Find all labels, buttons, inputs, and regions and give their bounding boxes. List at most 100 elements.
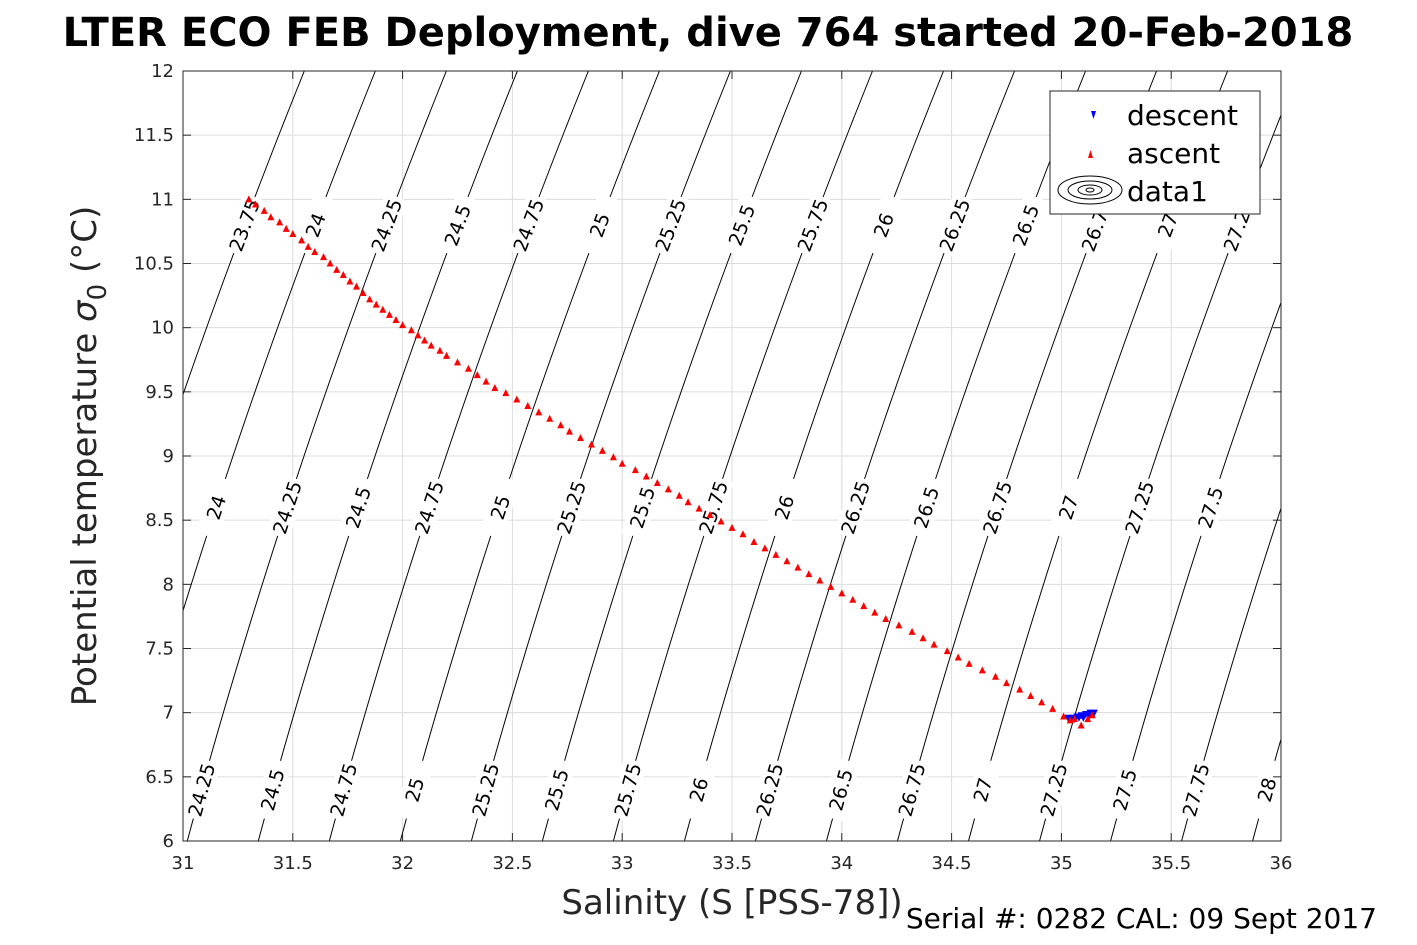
y-tick-label: 11 — [151, 189, 174, 210]
ascent-marker — [392, 315, 400, 323]
contour-label-bg — [891, 757, 932, 822]
ascent-marker — [1016, 685, 1024, 693]
contour-label-bg — [1105, 757, 1145, 822]
ascent-marker — [513, 395, 521, 403]
ascent-marker — [1027, 691, 1035, 699]
ascent-marker — [298, 236, 306, 244]
contour-label-bg — [479, 475, 521, 540]
legend-data1-contour-icon — [1057, 175, 1123, 205]
ascent-marker — [598, 446, 606, 454]
ascent-marker — [653, 478, 661, 486]
ascent-marker — [407, 326, 415, 334]
ascent-marker — [783, 557, 791, 565]
y-tick-label: 12 — [151, 61, 174, 82]
y-tick-label: 7.5 — [145, 639, 174, 660]
descent-marker — [1090, 709, 1098, 717]
x-tick-label: 33 — [611, 853, 634, 874]
ascent-marker — [618, 459, 626, 467]
ascent-marker — [871, 608, 879, 616]
y-tick-label: 11.5 — [134, 125, 174, 146]
contour-label-bg — [577, 192, 622, 258]
legend-data1-label: data1 — [1127, 175, 1208, 208]
legend-descent-label: descent — [1127, 99, 1238, 132]
x-tick-label: 35 — [1050, 853, 1073, 874]
ascent-marker — [728, 523, 736, 531]
contour-label-bg — [465, 757, 506, 822]
ascent-marker — [366, 295, 374, 303]
ascent-marker — [304, 242, 312, 250]
ascent-marker — [631, 466, 639, 474]
ascent-marker — [436, 346, 444, 354]
ascent-marker — [464, 364, 472, 372]
ascent-marker — [695, 504, 703, 512]
x-tick-label: 31 — [172, 853, 195, 874]
ascent-marker — [245, 195, 253, 203]
y-axis-label-unit: (°C) — [65, 206, 105, 284]
contour-label-bg — [763, 475, 805, 540]
x-axis-label: Salinity (S [PSS-78]) — [561, 883, 902, 923]
ascent-marker — [524, 401, 532, 409]
ascent-marker — [421, 336, 429, 344]
ascent-marker — [473, 371, 481, 379]
ascent-marker — [930, 640, 938, 648]
ascent-marker — [320, 253, 328, 261]
contour-label-bg — [364, 192, 409, 258]
x-tick-label: 34.5 — [932, 853, 972, 874]
ascent-marker — [491, 383, 499, 391]
ascent-marker — [454, 358, 461, 366]
ascent-marker — [609, 453, 617, 461]
contour-label-bg — [195, 475, 237, 540]
ascent-marker — [333, 265, 341, 273]
y-tick-label: 8 — [163, 574, 174, 595]
ascent-marker — [399, 321, 407, 329]
x-tick-label: 34 — [830, 853, 853, 874]
y-tick-label: 9 — [163, 446, 174, 467]
ascent-marker — [502, 389, 510, 397]
x-tick-label: 31.5 — [273, 853, 313, 874]
contour-label-bg — [692, 475, 734, 540]
ascent-marker — [311, 247, 319, 255]
contour-label-bg — [506, 192, 551, 258]
x-tick-label: 32.5 — [492, 853, 532, 874]
ascent-marker — [978, 666, 986, 674]
y-tick-label: 6 — [163, 831, 174, 852]
legend-ascent-marker — [1088, 150, 1093, 158]
ascent-marker — [805, 570, 813, 578]
contour-label-bg — [181, 757, 221, 822]
legend-descent-marker — [1091, 111, 1096, 119]
ascent-marker — [761, 544, 769, 552]
contour-label-bg — [719, 192, 764, 258]
y-axis-label-main: Potential temperature — [65, 322, 105, 706]
contour-label-bg — [834, 475, 876, 540]
ascent-marker — [908, 627, 916, 635]
ascent-marker — [895, 621, 903, 629]
ascent-marker — [1084, 715, 1092, 723]
ascent-marker — [1049, 704, 1057, 712]
x-tick-label: 33.5 — [712, 853, 752, 874]
contour-label-bg — [678, 757, 719, 822]
contour-label-bg — [932, 192, 977, 258]
ascent-marker — [482, 377, 490, 385]
contour-label-bg — [1247, 757, 1287, 822]
contour-label-bg — [1003, 192, 1048, 258]
contour-label-bg — [621, 475, 663, 540]
descent-marker — [1064, 714, 1072, 722]
y-axis-label-sub: 0 — [83, 284, 113, 301]
contour-label-bg — [1047, 475, 1089, 540]
contour-label-bg — [1176, 757, 1216, 822]
y-tick-label: 10.5 — [134, 254, 174, 275]
ascent-marker — [557, 421, 565, 429]
contour-label-bg — [1033, 757, 1074, 822]
ascent-marker — [992, 672, 1000, 680]
ascent-marker — [385, 310, 393, 318]
contour-label-bg — [905, 475, 947, 540]
y-axis: 6 6.5 7 7.5 8 8.5 9 9.5 10 10.5 11 11.5 12 — [134, 61, 1281, 852]
ascent-marker — [772, 550, 780, 558]
y-tick-label: 8.5 — [145, 510, 174, 531]
ascent-marker — [427, 341, 435, 349]
ascent-marker — [1060, 712, 1068, 720]
ascent-marker — [965, 659, 973, 667]
contour-label-bg — [648, 192, 693, 258]
legend-ascent-label: ascent — [1127, 137, 1220, 170]
